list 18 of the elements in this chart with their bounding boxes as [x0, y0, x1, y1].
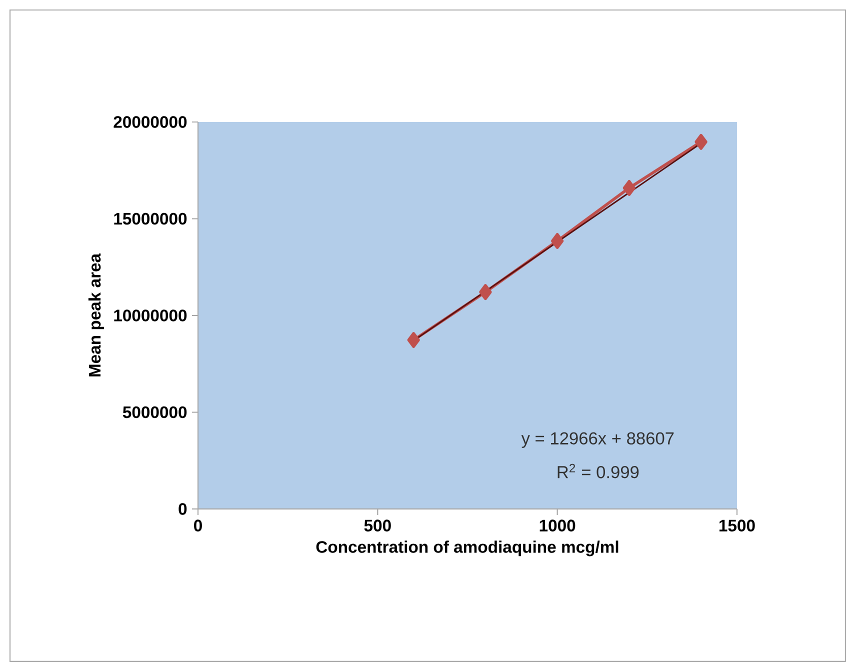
x-axis-title: Concentration of amodiaquine mcg/ml	[316, 540, 618, 556]
y-tick-label: 10000000	[114, 310, 187, 322]
annotation: y = 12966x + 88607	[521, 432, 674, 448]
y-axis-title: Mean peak area	[88, 253, 104, 376]
point	[550, 233, 564, 249]
annotation: R$^{2}$ = 0.999	[558, 464, 639, 478]
x-tick-label: 1000	[540, 520, 576, 532]
point	[407, 332, 420, 348]
x-tick-label: 500	[364, 520, 391, 532]
x-tick-label: 0	[194, 520, 202, 532]
y-tick-label: 20000000	[114, 116, 187, 128]
y-tick-label: 15000000	[114, 212, 187, 225]
x-tick-label: 1500	[719, 520, 755, 532]
point	[694, 134, 708, 150]
point	[622, 180, 636, 196]
y-tick-label: 5000000	[122, 406, 187, 418]
point	[479, 284, 492, 300]
y-tick-label: 0	[178, 503, 187, 515]
